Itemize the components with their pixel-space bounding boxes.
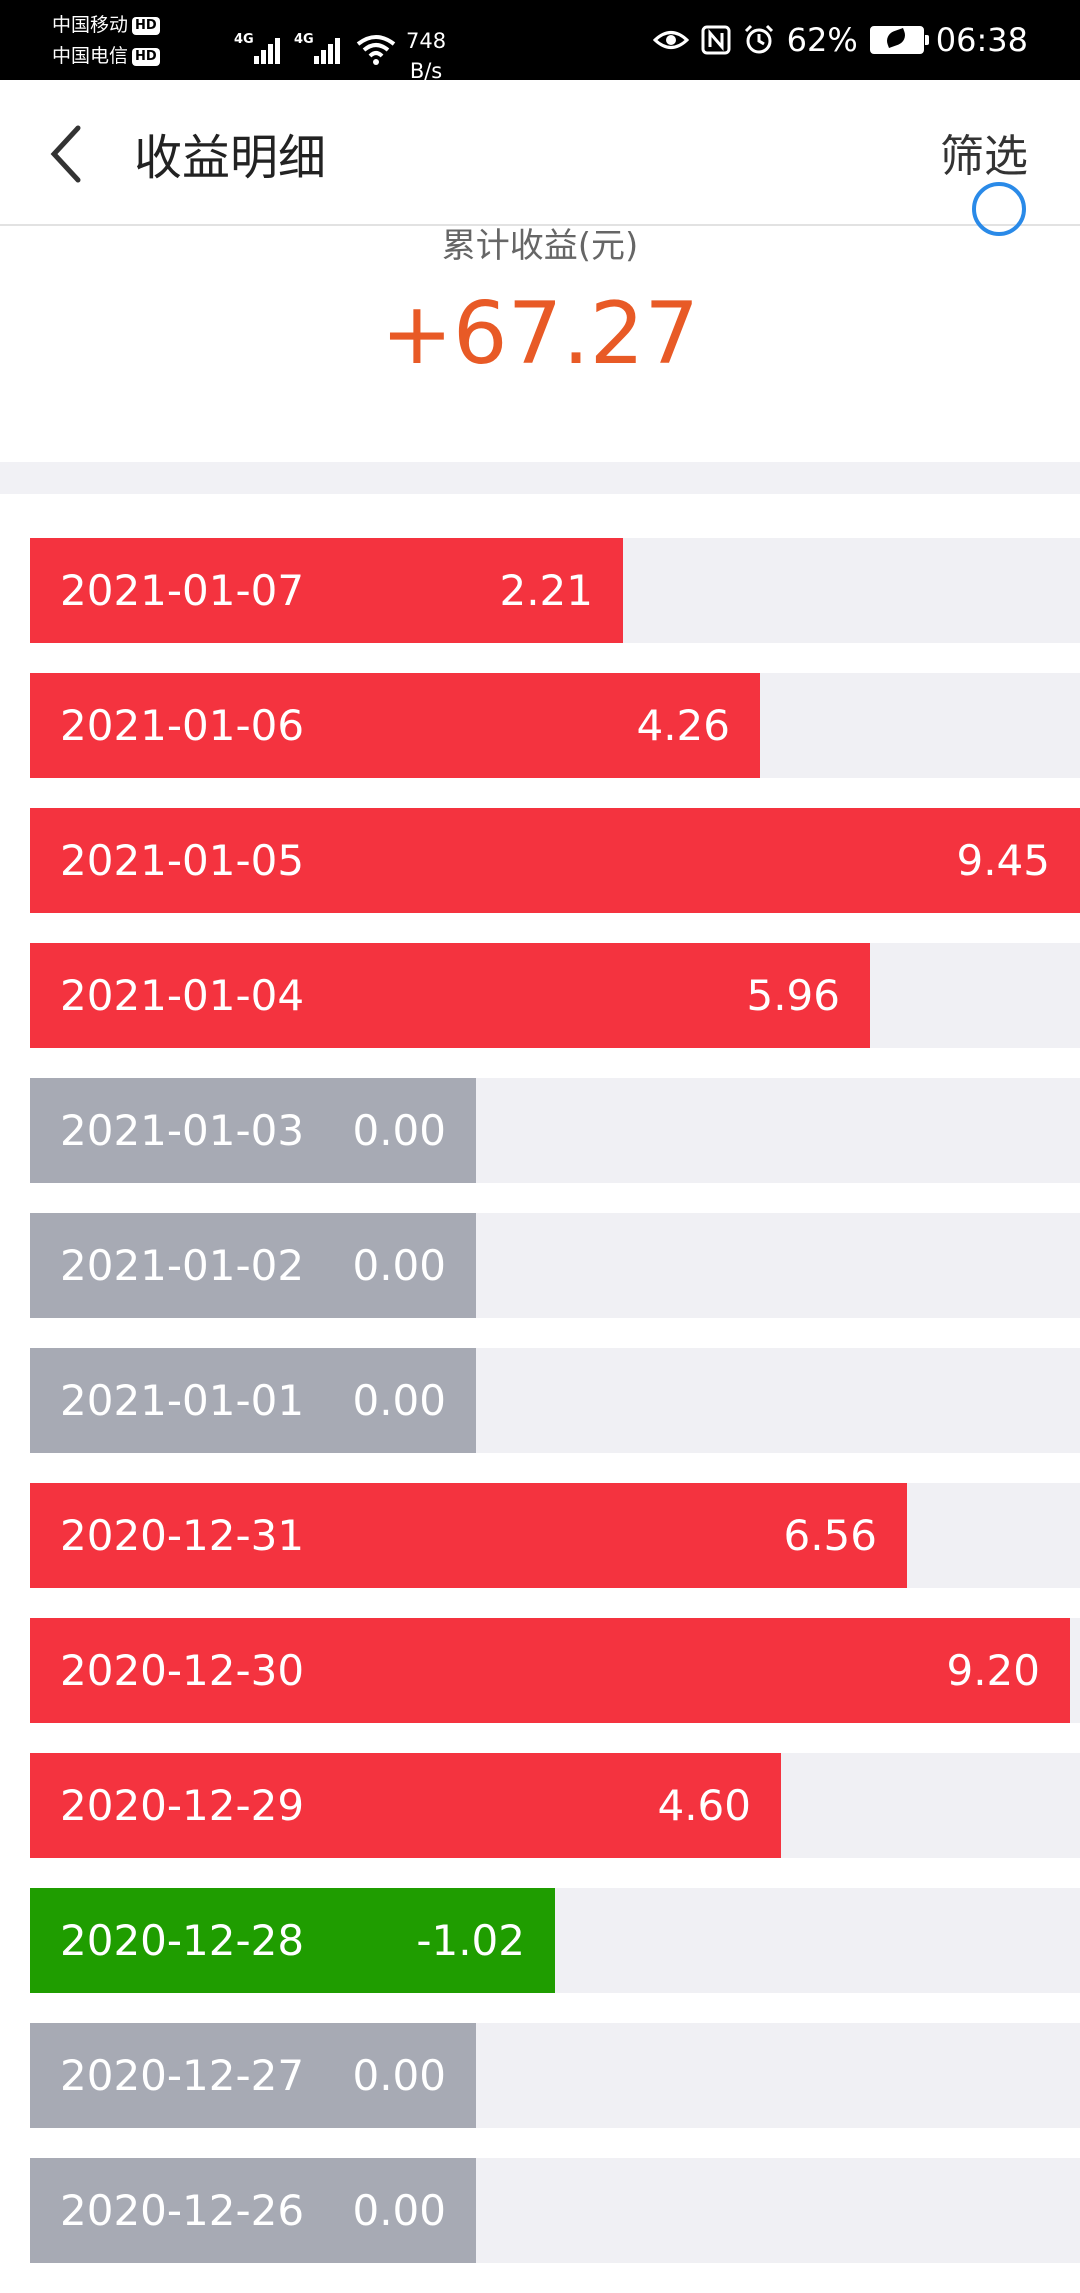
earnings-bar [30, 538, 623, 643]
earnings-row[interactable]: 2020-12-30 9.20 [30, 1618, 1080, 1723]
row-date: 2021-01-01 [60, 1376, 305, 1425]
earnings-row[interactable]: 2020-12-27 0.00 [30, 2023, 1080, 2128]
signal-icon-1: 4G [234, 26, 288, 66]
filter-button[interactable]: 筛选 [940, 131, 1028, 182]
row-date: 2021-01-07 [60, 566, 305, 615]
total-earnings-label: 累计收益(元) [441, 226, 639, 266]
row-date: 2021-01-05 [60, 836, 305, 885]
summary-card: 累计收益(元) +67.27 [0, 182, 1080, 462]
row-value: 9.20 [946, 1646, 1040, 1695]
earnings-list: 2021-01-07 2.21 2021-01-06 4.26 2021-01-05 9.… [30, 538, 1080, 2293]
row-value: 5.96 [746, 971, 840, 1020]
battery-percent: 62% [786, 21, 858, 59]
hd-badge-1: HD [132, 17, 160, 35]
row-date: 2020-12-26 [60, 2186, 305, 2235]
row-date: 2021-01-04 [60, 971, 305, 1020]
help-icon[interactable] [972, 182, 1026, 236]
row-date: 2021-01-06 [60, 701, 305, 750]
carrier-info: 中国移动 HD 中国电信 HD 4G 4G [52, 10, 446, 83]
earnings-row[interactable]: 2020-12-28 -1.02 [30, 1888, 1080, 1993]
network-speed: 748 B/s [406, 29, 447, 83]
wifi-icon [356, 35, 396, 65]
earnings-bar [30, 1078, 476, 1183]
carrier-2: 中国电信 [52, 45, 129, 67]
alarm-icon [744, 24, 773, 54]
row-date: 2020-12-28 [60, 1916, 305, 1965]
row-date: 2020-12-30 [60, 1646, 305, 1695]
row-value: -1.02 [416, 1916, 525, 1965]
row-date: 2020-12-27 [60, 2051, 305, 2100]
earnings-bar [30, 808, 1080, 913]
earnings-row[interactable]: 2021-01-03 0.00 [30, 1078, 1080, 1183]
row-value: 0.00 [352, 1106, 446, 1155]
row-date: 2020-12-31 [60, 1511, 305, 1560]
row-date: 2020-12-29 [60, 1781, 305, 1830]
top-bar: 收益明细 筛选 [0, 80, 1080, 226]
earnings-bar [30, 1348, 476, 1453]
row-date: 2021-01-02 [60, 1241, 305, 1290]
earnings-bar [30, 1483, 907, 1588]
row-value: 4.26 [636, 701, 730, 750]
earnings-row[interactable]: 2020-12-26 0.00 [30, 2158, 1080, 2263]
back-arrow-icon[interactable] [46, 124, 86, 184]
clock: 06:38 [935, 21, 1028, 59]
row-value: 2.21 [499, 566, 593, 615]
row-value: 9.45 [956, 836, 1050, 885]
carrier-1: 中国移动 [52, 14, 129, 36]
earnings-bar [30, 1888, 555, 1993]
row-date: 2021-01-03 [60, 1106, 305, 1155]
earnings-row[interactable]: 2021-01-01 0.00 [30, 1348, 1080, 1453]
earnings-bar [30, 2023, 476, 2128]
earnings-row[interactable]: 2020-12-29 4.60 [30, 1753, 1080, 1858]
battery-icon [869, 26, 929, 54]
earnings-row[interactable]: 2021-01-02 0.00 [30, 1213, 1080, 1318]
earnings-bar [30, 1213, 476, 1318]
row-value: 0.00 [352, 1376, 446, 1425]
hd-badge-2: HD [132, 48, 160, 66]
signal-icon-2: 4G [294, 26, 348, 66]
row-value: 4.60 [657, 1781, 751, 1830]
status-bar: 中国移动 HD 中国电信 HD 4G 4G [0, 0, 1080, 83]
earnings-row[interactable]: 2020-12-31 6.56 [30, 1483, 1080, 1588]
earnings-bar [30, 1618, 1070, 1723]
earnings-row[interactable]: 2021-01-07 2.21 [30, 538, 1080, 643]
row-value: 0.00 [352, 2051, 446, 2100]
earnings-bar [30, 943, 870, 1048]
earnings-bar [30, 673, 760, 778]
nfc-icon [701, 25, 731, 55]
earnings-row[interactable]: 2021-01-04 5.96 [30, 943, 1080, 1048]
earnings-row[interactable]: 2021-01-05 9.45 [30, 808, 1080, 913]
earnings-row[interactable]: 2021-01-06 4.26 [30, 673, 1080, 778]
section-divider [0, 462, 1080, 494]
eye-icon [652, 31, 689, 49]
status-right: 62% 06:38 [652, 17, 1028, 63]
total-earnings-value: +67.27 [380, 284, 700, 384]
row-value: 0.00 [352, 2186, 446, 2235]
page-title: 收益明细 [134, 130, 327, 186]
row-value: 0.00 [352, 1241, 446, 1290]
earnings-bar [30, 1753, 781, 1858]
row-value: 6.56 [783, 1511, 877, 1560]
